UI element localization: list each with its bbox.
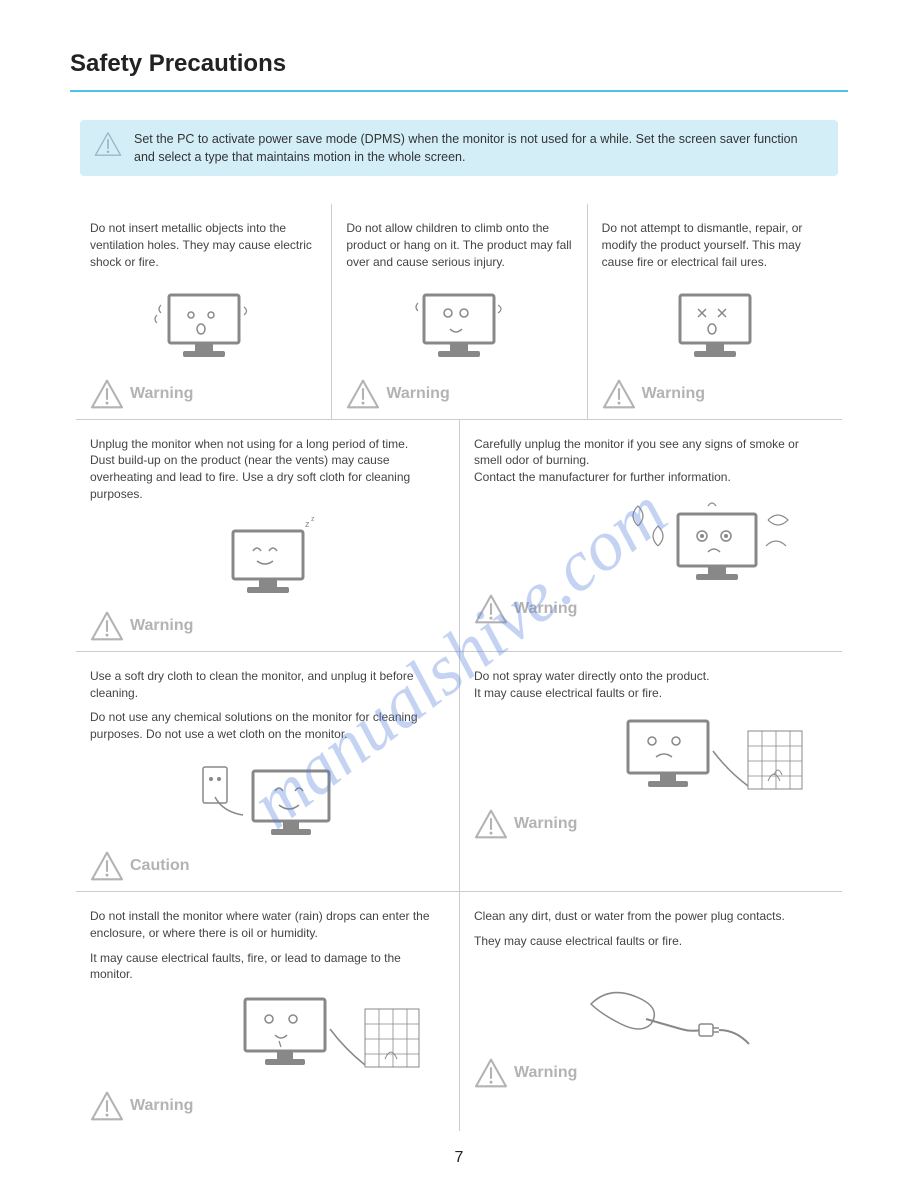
- precaution-cell: Clean any dirt, dust or water from the p…: [459, 892, 842, 1131]
- precaution-row: Use a soft dry cloth to clean the monito…: [76, 652, 842, 892]
- precaution-text: Unplug the monitor when not using for a …: [90, 436, 445, 503]
- warning-label-row: Warning: [90, 1091, 445, 1121]
- title-rule: [70, 90, 848, 92]
- warning-label: Warning: [514, 815, 577, 833]
- illustration: z z: [90, 511, 445, 607]
- warning-label-row: Warning: [474, 594, 828, 624]
- illustration: [90, 279, 317, 375]
- warning-label-row: Warning: [90, 379, 317, 409]
- illustration: [90, 751, 445, 847]
- illustration: [90, 991, 445, 1087]
- illustration: [474, 709, 828, 805]
- svg-text:z: z: [305, 519, 310, 529]
- precaution-cell: Do not install the monitor where water (…: [76, 892, 459, 1131]
- warning-icon: [90, 379, 124, 409]
- warning-icon: [474, 1058, 508, 1088]
- warning-icon: [602, 379, 636, 409]
- page-title: Safety Precautions: [70, 50, 848, 78]
- precaution-text-2: It may cause electrical faults, fire, or…: [90, 950, 445, 984]
- info-icon: [94, 130, 122, 163]
- warning-icon: [474, 809, 508, 839]
- caution-label: Caution: [130, 857, 190, 875]
- precaution-text: Do not attempt to dismantle, repair, or …: [602, 220, 828, 270]
- warning-label: Warning: [130, 617, 193, 635]
- precaution-text: Do not allow children to climb onto the …: [346, 220, 572, 270]
- precaution-cell: Unplug the monitor when not using for a …: [76, 420, 459, 651]
- warning-label: Warning: [386, 385, 449, 403]
- warning-icon: [474, 594, 508, 624]
- illustration: [474, 494, 828, 590]
- precaution-text: Do not spray water directly onto the pro…: [474, 668, 828, 702]
- svg-text:z: z: [311, 517, 315, 523]
- precaution-row: Do not insert metallic objects into the …: [76, 204, 842, 419]
- warning-label: Warning: [514, 1064, 577, 1082]
- precaution-text: Do not insert metallic objects into the …: [90, 220, 317, 270]
- info-text: Set the PC to activate power save mode (…: [134, 132, 798, 164]
- caution-icon: [90, 851, 124, 881]
- warning-icon: [90, 611, 124, 641]
- precaution-cell: Carefully unplug the monitor if you see …: [459, 420, 842, 651]
- warning-label-row: Warning: [346, 379, 572, 409]
- warning-icon: [90, 1091, 124, 1121]
- precaution-cell: Do not attempt to dismantle, repair, or …: [587, 204, 842, 418]
- warning-label: Warning: [642, 385, 705, 403]
- precaution-cell: Do not allow children to climb onto the …: [331, 204, 586, 418]
- warning-label: Warning: [130, 1097, 193, 1115]
- precaution-cell: Do not insert metallic objects into the …: [76, 204, 331, 418]
- precaution-text-2: They may cause electrical faults or fire…: [474, 933, 828, 950]
- caution-label-row: Caution: [90, 851, 445, 881]
- precaution-row: Do not install the monitor where water (…: [76, 892, 842, 1131]
- precaution-text-2: Do not use any chemical solutions on the…: [90, 709, 445, 743]
- warning-label-row: Warning: [474, 1058, 828, 1088]
- precaution-text: Clean any dirt, dust or water from the p…: [474, 908, 828, 925]
- warning-label-row: Warning: [90, 611, 445, 641]
- warning-label: Warning: [130, 385, 193, 403]
- warning-label-row: Warning: [602, 379, 828, 409]
- info-box: Set the PC to activate power save mode (…: [80, 120, 838, 176]
- precaution-text: Carefully unplug the monitor if you see …: [474, 436, 828, 486]
- warning-label-row: Warning: [474, 809, 828, 839]
- precaution-text: Use a soft dry cloth to clean the monito…: [90, 668, 445, 702]
- precaution-text: Do not install the monitor where water (…: [90, 908, 445, 942]
- warning-label: Warning: [514, 600, 577, 618]
- precaution-cell: Do not spray water directly onto the pro…: [459, 652, 842, 891]
- page-number: 7: [70, 1149, 848, 1167]
- warning-icon: [346, 379, 380, 409]
- precaution-row: Unplug the monitor when not using for a …: [76, 420, 842, 652]
- illustration: [346, 279, 572, 375]
- illustration: [602, 279, 828, 375]
- illustration: [474, 958, 828, 1054]
- precaution-cell: Use a soft dry cloth to clean the monito…: [76, 652, 459, 891]
